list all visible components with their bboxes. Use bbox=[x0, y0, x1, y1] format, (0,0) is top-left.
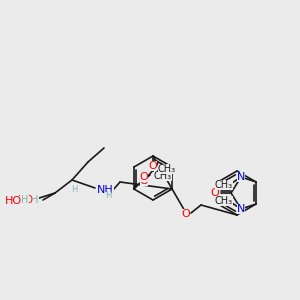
Text: N: N bbox=[237, 204, 245, 214]
Text: CH₃: CH₃ bbox=[215, 196, 233, 206]
Text: O: O bbox=[140, 176, 148, 186]
Text: O: O bbox=[211, 188, 219, 198]
Text: O: O bbox=[182, 209, 190, 219]
Text: O: O bbox=[148, 161, 158, 171]
Text: NH: NH bbox=[97, 185, 114, 195]
Text: CH₃: CH₃ bbox=[154, 171, 172, 181]
Text: H: H bbox=[21, 195, 29, 205]
Text: CH₃: CH₃ bbox=[158, 164, 176, 174]
Text: H: H bbox=[31, 195, 39, 205]
Text: HO: HO bbox=[5, 196, 22, 206]
Text: O: O bbox=[140, 172, 148, 182]
Text: N: N bbox=[237, 172, 245, 182]
Text: HO: HO bbox=[18, 195, 33, 205]
Text: H: H bbox=[71, 185, 77, 194]
Text: CH₃: CH₃ bbox=[215, 180, 233, 190]
Text: H: H bbox=[105, 191, 111, 200]
